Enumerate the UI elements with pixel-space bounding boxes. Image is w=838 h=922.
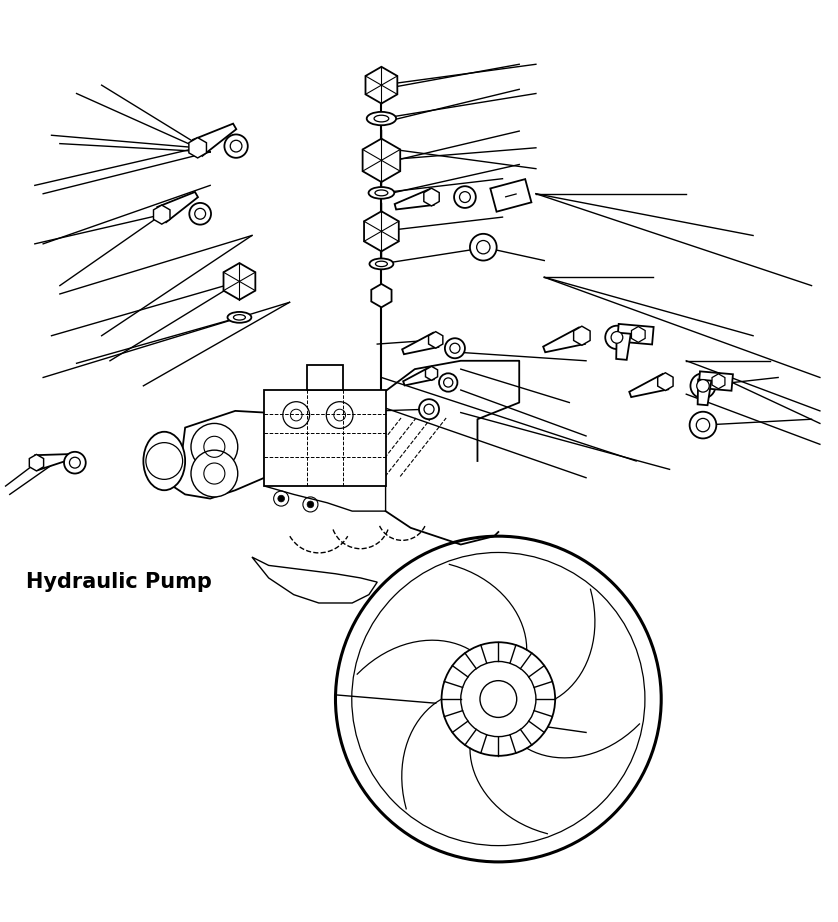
Polygon shape (403, 367, 434, 385)
Polygon shape (224, 263, 256, 300)
Circle shape (424, 404, 434, 414)
Polygon shape (158, 192, 198, 222)
Circle shape (443, 378, 453, 387)
Polygon shape (426, 366, 437, 380)
Circle shape (477, 241, 490, 254)
Circle shape (454, 186, 476, 208)
Bar (265, 390, 385, 486)
Circle shape (278, 495, 285, 502)
Circle shape (191, 423, 238, 470)
Circle shape (605, 325, 628, 349)
Ellipse shape (369, 187, 394, 199)
Circle shape (470, 234, 497, 261)
Polygon shape (543, 327, 585, 352)
Polygon shape (424, 188, 439, 206)
Bar (307, 365, 344, 390)
Circle shape (189, 203, 211, 225)
Polygon shape (363, 138, 401, 182)
Ellipse shape (227, 312, 251, 323)
Ellipse shape (367, 112, 396, 125)
Circle shape (64, 452, 85, 474)
Circle shape (691, 373, 716, 398)
Polygon shape (371, 284, 391, 307)
Polygon shape (265, 469, 385, 511)
Circle shape (307, 501, 313, 508)
Polygon shape (364, 211, 399, 252)
Ellipse shape (143, 431, 185, 491)
Ellipse shape (234, 314, 246, 320)
Ellipse shape (374, 115, 389, 122)
Polygon shape (193, 124, 236, 156)
Polygon shape (252, 557, 377, 603)
Polygon shape (428, 332, 442, 349)
Text: Hydraulic Pump: Hydraulic Pump (27, 573, 212, 592)
Polygon shape (617, 324, 654, 345)
Circle shape (191, 450, 238, 497)
Polygon shape (699, 372, 733, 391)
Circle shape (480, 680, 517, 717)
Polygon shape (168, 411, 265, 499)
Circle shape (696, 419, 710, 431)
Polygon shape (629, 374, 668, 397)
Circle shape (445, 338, 465, 359)
Circle shape (611, 332, 623, 343)
Circle shape (225, 135, 248, 158)
Circle shape (690, 412, 716, 439)
Circle shape (194, 208, 205, 219)
Circle shape (419, 399, 439, 420)
Polygon shape (29, 455, 44, 471)
Polygon shape (616, 333, 631, 360)
Circle shape (450, 343, 460, 353)
Polygon shape (402, 333, 438, 354)
Polygon shape (153, 205, 170, 224)
Ellipse shape (375, 261, 387, 266)
Polygon shape (712, 373, 725, 389)
Polygon shape (189, 137, 206, 158)
Circle shape (442, 643, 555, 756)
Polygon shape (395, 189, 433, 209)
Polygon shape (698, 380, 711, 406)
Polygon shape (574, 326, 590, 345)
Polygon shape (658, 372, 673, 391)
Circle shape (459, 192, 470, 203)
Ellipse shape (370, 258, 393, 269)
Circle shape (230, 140, 242, 152)
Ellipse shape (375, 190, 388, 195)
Circle shape (439, 373, 458, 392)
Polygon shape (35, 454, 71, 470)
Circle shape (70, 457, 80, 468)
Polygon shape (365, 66, 397, 103)
Circle shape (696, 380, 709, 392)
Polygon shape (490, 179, 531, 212)
Polygon shape (632, 326, 645, 342)
